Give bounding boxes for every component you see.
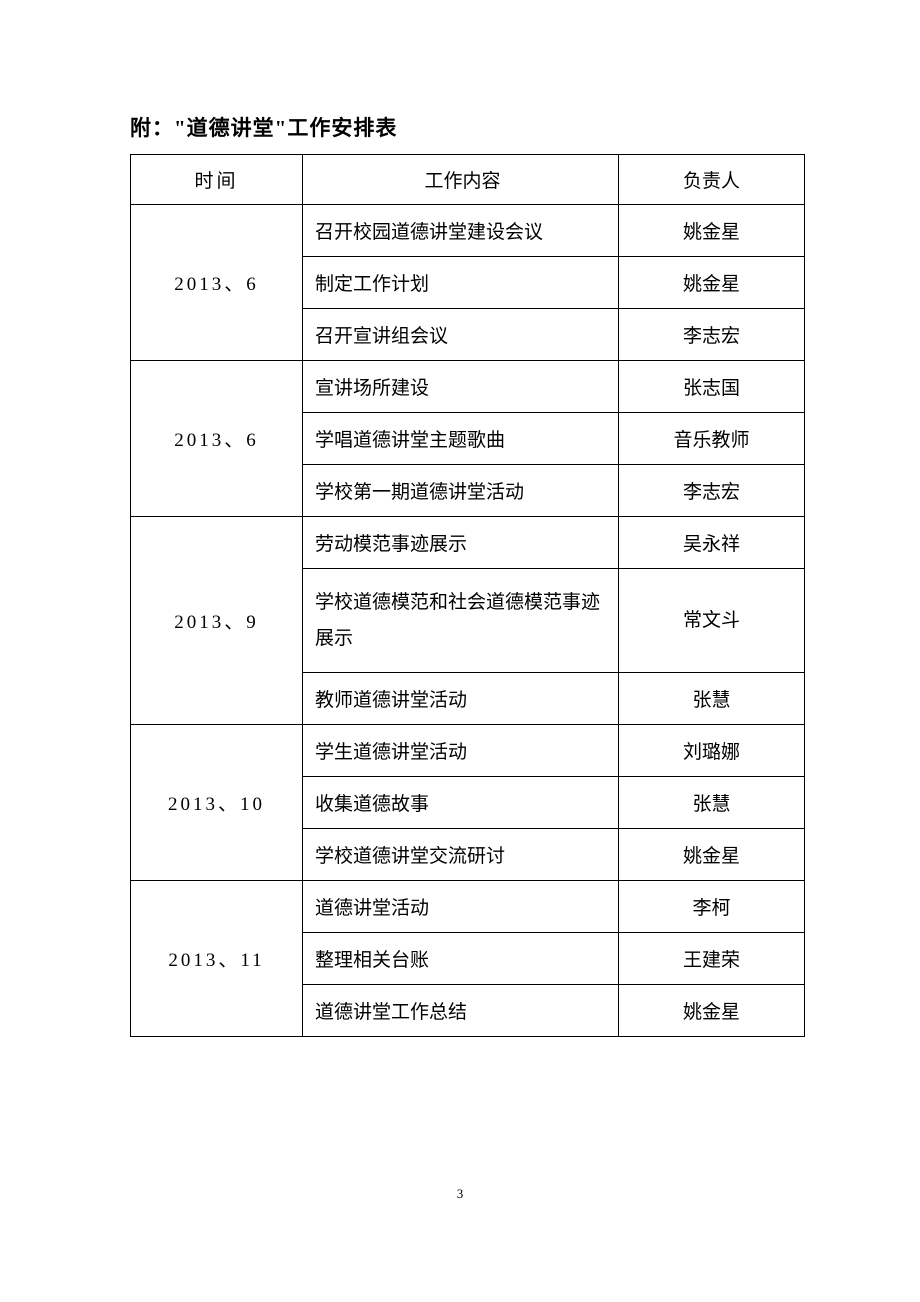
cell-person: 姚金星 [619, 205, 805, 257]
cell-time: 2013、11 [131, 881, 303, 1037]
cell-content: 道德讲堂活动 [303, 881, 619, 933]
table-row: 2013、6 召开校园道德讲堂建设会议 姚金星 [131, 205, 805, 257]
cell-content: 召开校园道德讲堂建设会议 [303, 205, 619, 257]
cell-person: 音乐教师 [619, 413, 805, 465]
header-content: 工作内容 [303, 155, 619, 205]
table-header-row: 时间 工作内容 负责人 [131, 155, 805, 205]
cell-content: 召开宣讲组会议 [303, 309, 619, 361]
cell-content: 收集道德故事 [303, 777, 619, 829]
cell-person: 李志宏 [619, 309, 805, 361]
table-row: 2013、10 学生道德讲堂活动 刘璐娜 [131, 725, 805, 777]
cell-person: 张志国 [619, 361, 805, 413]
cell-content: 道德讲堂工作总结 [303, 985, 619, 1037]
cell-content: 学校道德模范和社会道德模范事迹展示 [303, 569, 619, 673]
cell-person: 王建荣 [619, 933, 805, 985]
schedule-table: 时间 工作内容 负责人 2013、6 召开校园道德讲堂建设会议 姚金星 制定工作… [130, 154, 805, 1037]
cell-person: 姚金星 [619, 985, 805, 1037]
cell-person: 常文斗 [619, 569, 805, 673]
table-row: 2013、9 劳动模范事迹展示 吴永祥 [131, 517, 805, 569]
cell-content: 宣讲场所建设 [303, 361, 619, 413]
cell-time: 2013、9 [131, 517, 303, 725]
cell-person: 姚金星 [619, 829, 805, 881]
header-person: 负责人 [619, 155, 805, 205]
page-number: 3 [0, 1186, 920, 1202]
cell-content: 整理相关台账 [303, 933, 619, 985]
cell-person: 张慧 [619, 673, 805, 725]
header-time: 时间 [131, 155, 303, 205]
page-title: 附："道德讲堂"工作安排表 [130, 112, 805, 142]
cell-person: 张慧 [619, 777, 805, 829]
table-row: 2013、6 宣讲场所建设 张志国 [131, 361, 805, 413]
cell-content: 学唱道德讲堂主题歌曲 [303, 413, 619, 465]
cell-time: 2013、6 [131, 205, 303, 361]
cell-person: 刘璐娜 [619, 725, 805, 777]
cell-content: 劳动模范事迹展示 [303, 517, 619, 569]
table-row: 2013、11 道德讲堂活动 李柯 [131, 881, 805, 933]
cell-content: 学校道德讲堂交流研讨 [303, 829, 619, 881]
cell-person: 李志宏 [619, 465, 805, 517]
cell-content: 教师道德讲堂活动 [303, 673, 619, 725]
cell-content: 学校第一期道德讲堂活动 [303, 465, 619, 517]
cell-person: 吴永祥 [619, 517, 805, 569]
cell-person: 李柯 [619, 881, 805, 933]
cell-content: 学生道德讲堂活动 [303, 725, 619, 777]
cell-time: 2013、10 [131, 725, 303, 881]
cell-person: 姚金星 [619, 257, 805, 309]
cell-time: 2013、6 [131, 361, 303, 517]
cell-content: 制定工作计划 [303, 257, 619, 309]
